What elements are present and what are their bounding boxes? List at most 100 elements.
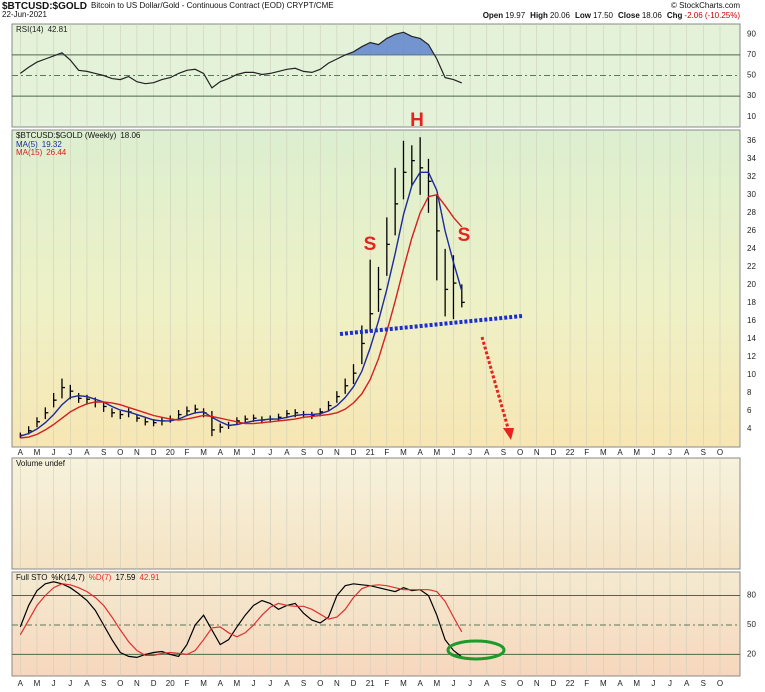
series-line (19, 581, 463, 659)
legend-value: 18.06 (120, 131, 141, 140)
x-tick-label: J (651, 448, 655, 457)
x-tick-label: D (151, 679, 157, 688)
x-tick-label: M (400, 679, 407, 688)
x-tick-label: A (284, 448, 290, 457)
y-tick-label: 30 (747, 190, 756, 199)
x-tick-label: J (52, 679, 56, 688)
x-tick-label: O (517, 679, 523, 688)
x-tick-label: M (34, 448, 41, 457)
quote-value: 20.06 (550, 11, 571, 20)
credit: © StockCharts.com (671, 1, 740, 10)
quote-value: -2.06 (-10.25%) (684, 11, 740, 20)
y-tick-label: 10 (747, 112, 756, 121)
x-tick-label: O (717, 448, 723, 457)
y-tick-label: 80 (747, 591, 756, 600)
y-tick-label: 14 (747, 334, 756, 343)
legend-value: 42.91 (139, 573, 160, 582)
x-tick-label: J (252, 448, 256, 457)
x-tick-label: J (668, 679, 672, 688)
y-tick-label: 10 (747, 370, 756, 379)
x-tick-label: D (551, 448, 557, 457)
x-tick-label: S (101, 448, 106, 457)
annotation: S (458, 225, 471, 246)
y-tick-label: 8 (747, 388, 752, 397)
x-tick-label: J (52, 448, 56, 457)
sto-panel (11, 571, 741, 677)
x-tick-label: O (717, 679, 723, 688)
y-tick-label: 90 (747, 29, 756, 38)
legend: MA(5) 19.32 (16, 140, 62, 149)
x-tick-label: A (617, 679, 623, 688)
legend: RSI(14) 42.81 (16, 25, 68, 34)
legend: $BTCUSD:$GOLD (Weekly) 18.06 (16, 131, 141, 140)
x-tick-label: D (151, 448, 157, 457)
x-tick-label: M (633, 448, 640, 457)
quote-label: Chg (667, 11, 683, 20)
x-tick-label: A (417, 679, 423, 688)
x-tick-label: F (384, 679, 389, 688)
y-tick-label: 22 (747, 262, 756, 271)
x-tick-label: M (600, 448, 607, 457)
x-tick-label: A (84, 448, 90, 457)
x-tick-label: A (484, 679, 490, 688)
x-tick-label: A (218, 679, 224, 688)
x-tick-label: S (501, 679, 506, 688)
x-tick-label: M (633, 679, 640, 688)
legend-value: 17.59 (115, 573, 136, 582)
y-tick-label: 70 (747, 50, 756, 59)
quote-value: 19.97 (505, 11, 526, 20)
y-tick-label: 4 (747, 424, 752, 433)
legend: Full STO %K(14,7) %D(7) 17.59 42.91 (16, 573, 160, 582)
x-tick-label: 22 (566, 679, 575, 688)
x-tick-label: J (268, 679, 272, 688)
legend-value: 26.44 (46, 148, 67, 157)
x-tick-label: M (200, 679, 207, 688)
legend-title: $BTCUSD:$GOLD (Weekly) (16, 131, 117, 140)
x-tick-label: 21 (366, 679, 375, 688)
x-tick-label: A (284, 679, 290, 688)
price-panel (11, 129, 741, 448)
x-tick-label: J (268, 448, 272, 457)
y-tick-label: 30 (747, 91, 756, 100)
annotation: S (364, 234, 377, 255)
quote: Open 19.97 High 20.06 Low 17.50 Close 18.06 Chg -… (483, 11, 741, 20)
quote-value: 17.50 (593, 11, 614, 20)
x-tick-label: D (351, 679, 357, 688)
date: 22-Jun-2021 (2, 10, 47, 19)
x-tick-label: S (501, 448, 506, 457)
x-tick-label: A (684, 448, 690, 457)
quote-label: Open (483, 11, 504, 20)
legend-name: %D(7) (89, 573, 112, 582)
x-tick-label: A (617, 448, 623, 457)
y-tick-label: 50 (747, 620, 756, 629)
series-line (19, 583, 463, 656)
x-tick-label: J (651, 679, 655, 688)
x-tick-label: J (468, 448, 472, 457)
quote-label: Low (575, 11, 592, 20)
x-tick-label: M (234, 448, 241, 457)
x-tick-label: O (317, 679, 323, 688)
x-tick-label: D (551, 679, 557, 688)
y-tick-label: 18 (747, 298, 756, 307)
x-tick-label: O (117, 679, 123, 688)
y-tick-label: 50 (747, 71, 756, 80)
legend: MA(15) 26.44 (16, 148, 67, 157)
y-tick-label: 12 (747, 352, 756, 361)
x-tick-label: S (701, 679, 706, 688)
y-tick-label: 20 (747, 280, 756, 289)
x-tick-label: J (68, 448, 72, 457)
x-tick-label: M (200, 448, 207, 457)
target-arrow (480, 336, 510, 429)
quote-value: 18.06 (642, 11, 663, 20)
x-tick-label: 20 (166, 448, 175, 457)
x-tick-label: N (534, 679, 540, 688)
x-tick-label: A (18, 679, 24, 688)
x-tick-label: M (433, 679, 440, 688)
legend-name: MA(15) (16, 148, 43, 157)
x-tick-label: N (134, 448, 140, 457)
x-tick-label: J (668, 448, 672, 457)
x-tick-label: N (334, 448, 340, 457)
x-tick-label: N (334, 679, 340, 688)
x-tick-label: J (468, 679, 472, 688)
